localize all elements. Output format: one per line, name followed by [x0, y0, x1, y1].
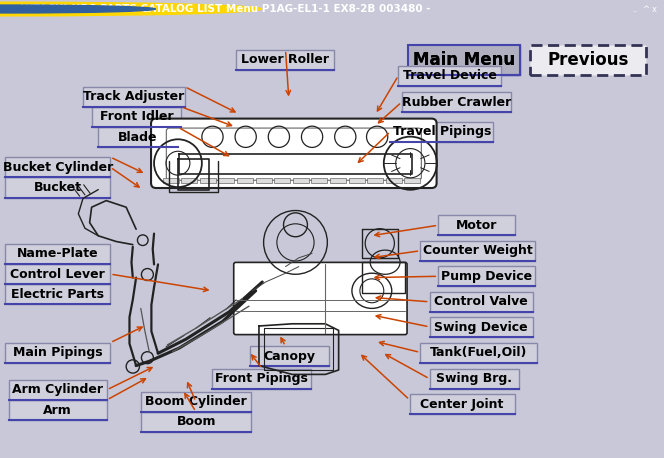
- Text: Main Pipings: Main Pipings: [13, 346, 102, 360]
- Bar: [438, 215, 515, 235]
- Bar: [237, 178, 253, 183]
- Bar: [438, 266, 535, 286]
- Text: Bucket Cylinder: Bucket Cylinder: [3, 161, 113, 174]
- Bar: [530, 45, 646, 75]
- Bar: [98, 127, 178, 147]
- Text: ..: ..: [632, 5, 637, 13]
- Bar: [408, 45, 520, 75]
- Bar: [420, 343, 537, 363]
- Text: Front Idler: Front Idler: [100, 110, 173, 124]
- Text: x: x: [652, 5, 657, 13]
- Text: Counter Weight: Counter Weight: [422, 244, 533, 257]
- FancyBboxPatch shape: [151, 119, 437, 188]
- Text: Arm: Arm: [43, 403, 72, 416]
- Bar: [349, 178, 365, 183]
- Bar: [9, 400, 107, 420]
- Bar: [398, 65, 501, 86]
- Text: Front Pipings: Front Pipings: [215, 372, 308, 385]
- Text: Boom Cylinder: Boom Cylinder: [145, 395, 247, 408]
- Bar: [83, 87, 185, 107]
- Text: Swing Device: Swing Device: [434, 321, 528, 334]
- Bar: [390, 122, 493, 142]
- Bar: [5, 343, 110, 363]
- Text: Blade: Blade: [118, 131, 158, 144]
- Text: Track Adjuster: Track Adjuster: [83, 90, 185, 103]
- Bar: [402, 92, 511, 112]
- Bar: [218, 178, 234, 183]
- Text: HITACHI:HDS PARTS CATALOG LIST Menu P1AG-EL1-1 EX8-2B 003480 -: HITACHI:HDS PARTS CATALOG LIST Menu P1AG…: [20, 4, 430, 14]
- Text: Travel Device: Travel Device: [403, 69, 497, 82]
- Bar: [410, 394, 515, 414]
- Bar: [386, 178, 402, 183]
- Text: Center Joint: Center Joint: [420, 398, 504, 411]
- Text: Tank(Fuel,Oil): Tank(Fuel,Oil): [430, 346, 527, 360]
- FancyBboxPatch shape: [234, 262, 407, 335]
- Text: Pump Device: Pump Device: [441, 270, 532, 283]
- Bar: [200, 178, 216, 183]
- Text: Main Menu: Main Menu: [413, 51, 515, 69]
- Bar: [420, 240, 535, 261]
- Bar: [212, 369, 311, 389]
- Text: Boom: Boom: [177, 415, 216, 428]
- Text: Rubber Crawler: Rubber Crawler: [402, 96, 511, 109]
- Circle shape: [0, 2, 262, 16]
- Text: Lower Roller: Lower Roller: [241, 53, 329, 66]
- Bar: [367, 178, 383, 183]
- Bar: [92, 107, 181, 127]
- Bar: [5, 244, 110, 264]
- Text: Canopy: Canopy: [264, 350, 315, 363]
- Text: Arm Cylinder: Arm Cylinder: [12, 383, 104, 396]
- Bar: [163, 178, 179, 183]
- Bar: [404, 178, 420, 183]
- Text: Bucket: Bucket: [34, 181, 82, 194]
- Text: ^: ^: [642, 5, 649, 13]
- Circle shape: [0, 5, 155, 13]
- Bar: [236, 49, 334, 70]
- Bar: [250, 346, 329, 366]
- Bar: [181, 178, 197, 183]
- Text: Motor: Motor: [456, 219, 497, 232]
- Bar: [330, 178, 346, 183]
- Bar: [274, 178, 290, 183]
- Bar: [5, 284, 110, 305]
- Bar: [141, 412, 251, 432]
- Text: Electric Parts: Electric Parts: [11, 288, 104, 301]
- Bar: [430, 317, 533, 338]
- Bar: [430, 369, 519, 389]
- Text: Travel Pipings: Travel Pipings: [392, 125, 491, 138]
- Bar: [430, 292, 533, 312]
- Bar: [311, 178, 327, 183]
- Text: Swing Brg.: Swing Brg.: [436, 372, 513, 385]
- Bar: [9, 380, 107, 400]
- Bar: [5, 157, 110, 177]
- Bar: [5, 264, 110, 284]
- Bar: [141, 392, 251, 412]
- FancyBboxPatch shape: [166, 128, 422, 180]
- Text: Name-Plate: Name-Plate: [17, 247, 98, 260]
- Bar: [5, 177, 110, 197]
- Bar: [408, 45, 520, 75]
- Text: Control Valve: Control Valve: [434, 295, 528, 308]
- Bar: [293, 178, 309, 183]
- Bar: [256, 178, 272, 183]
- Text: Control Lever: Control Lever: [11, 267, 105, 281]
- Text: Main Menu: Main Menu: [413, 51, 515, 69]
- Text: Previous: Previous: [547, 51, 629, 69]
